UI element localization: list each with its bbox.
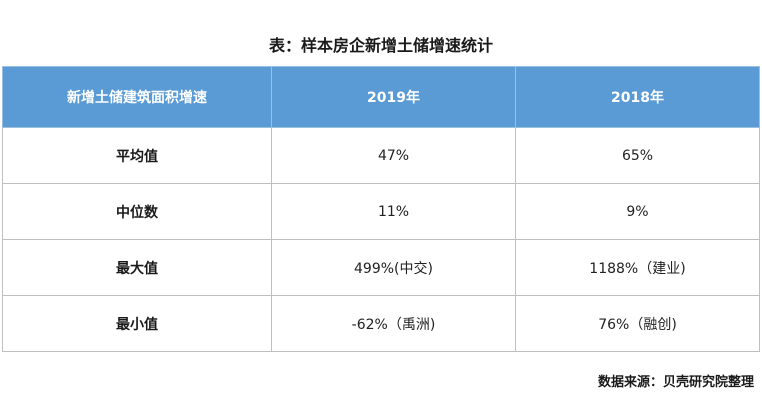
cell-median-2018: 9% bbox=[515, 183, 760, 240]
table-header-row: 新增土储建筑面积增速 2019年 2018年 bbox=[2, 66, 760, 128]
cell-average-2018: 65% bbox=[515, 127, 760, 184]
table-row: 平均值 47% 65% bbox=[2, 127, 760, 184]
row-label-min: 最小值 bbox=[2, 295, 272, 352]
cell-min-2019: -62%（禹洲) bbox=[271, 295, 516, 352]
cell-max-2019: 499%(中交) bbox=[271, 239, 516, 296]
table-row: 最大值 499%(中交) 1188%（建业) bbox=[2, 239, 760, 296]
cell-max-2018: 1188%（建业) bbox=[515, 239, 760, 296]
header-metric: 新增土储建筑面积增速 bbox=[2, 66, 272, 128]
table-row: 中位数 11% 9% bbox=[2, 183, 760, 240]
cell-median-2019: 11% bbox=[271, 183, 516, 240]
header-2019: 2019年 bbox=[271, 66, 516, 128]
row-label-median: 中位数 bbox=[2, 183, 272, 240]
stats-table: 新增土储建筑面积增速 2019年 2018年 平均值 47% 65% 中位数 1… bbox=[2, 66, 760, 352]
table-row: 最小值 -62%（禹洲) 76%（融创) bbox=[2, 295, 760, 352]
header-2018: 2018年 bbox=[515, 66, 760, 128]
table-title: 表：样本房企新增土储增速统计 bbox=[268, 36, 493, 55]
source-note: 数据来源：贝壳研究院整理 bbox=[597, 375, 754, 390]
row-label-average: 平均值 bbox=[2, 127, 272, 184]
row-label-max: 最大值 bbox=[2, 239, 272, 296]
cell-average-2019: 47% bbox=[271, 127, 516, 184]
cell-min-2018: 76%（融创) bbox=[515, 295, 760, 352]
